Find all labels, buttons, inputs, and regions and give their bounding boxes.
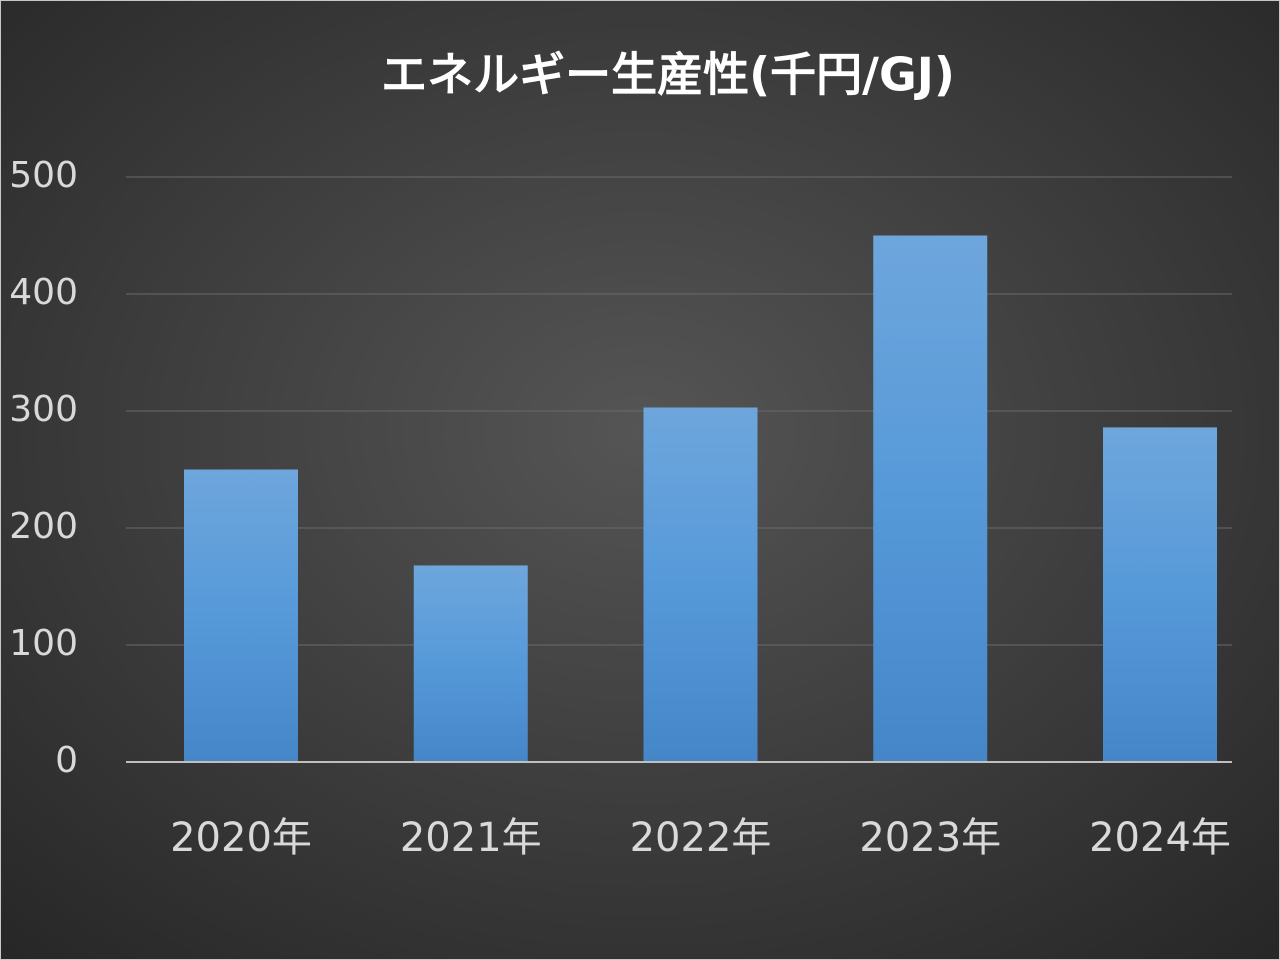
x-tick-label: 2020年: [170, 815, 312, 861]
bar: [873, 235, 988, 762]
x-tick-label: 2021年: [400, 815, 542, 861]
y-tick-label: 100: [9, 623, 78, 664]
x-tick-label: 2023年: [859, 815, 1001, 861]
y-tick-label: 200: [9, 506, 78, 547]
bar: [643, 407, 758, 762]
chart-title: エネルギー生産性(千円/GJ): [381, 48, 955, 102]
bar: [413, 565, 528, 762]
bar: [1103, 427, 1217, 762]
y-tick-label: 500: [9, 155, 78, 196]
y-tick-label: 400: [9, 272, 78, 313]
y-tick-label: 300: [9, 389, 78, 430]
x-tick-label: 2024年: [1089, 815, 1231, 861]
y-tick-label: 0: [55, 740, 78, 781]
x-tick-label: 2022年: [630, 815, 772, 861]
bar: [184, 469, 298, 762]
